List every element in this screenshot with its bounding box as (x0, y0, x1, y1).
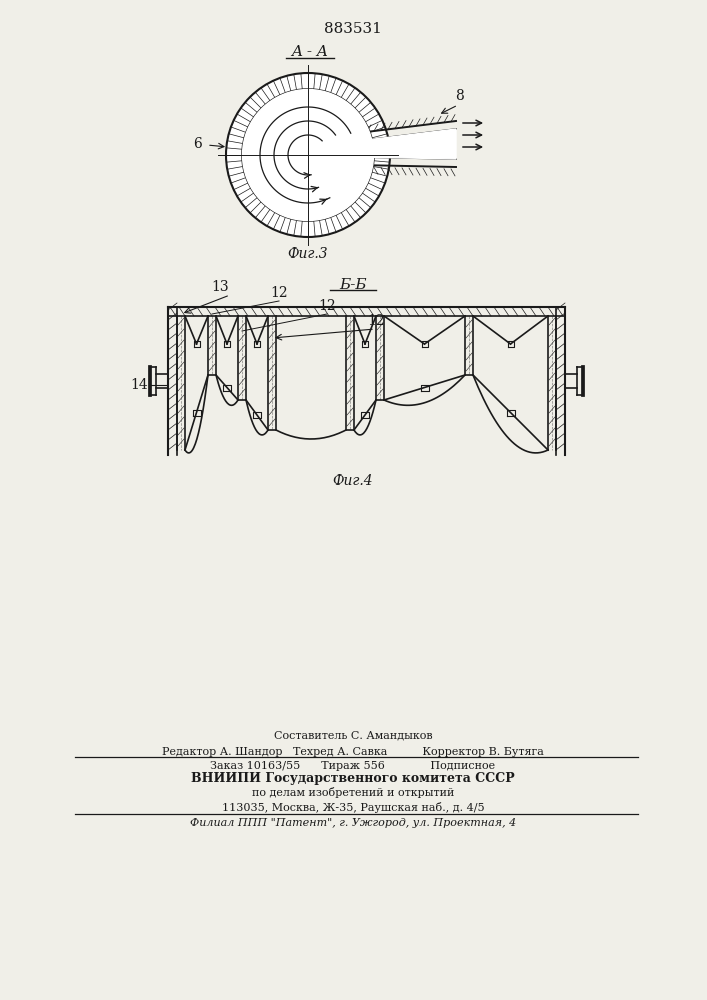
Text: Редактор А. Шандор   Техред А. Савка          Корректор В. Бутяга: Редактор А. Шандор Техред А. Савка Корре… (162, 747, 544, 757)
Polygon shape (358, 129, 456, 159)
Text: по делам изобретений и открытий: по делам изобретений и открытий (252, 787, 454, 798)
Text: 883531: 883531 (324, 22, 382, 36)
Text: Заказ 10163/55      Тираж 556             Подписное: Заказ 10163/55 Тираж 556 Подписное (211, 761, 496, 771)
Text: Фиг.4: Фиг.4 (333, 474, 373, 488)
Text: 13: 13 (211, 280, 229, 294)
Text: 8: 8 (455, 89, 464, 103)
Text: Фиг.3: Фиг.3 (288, 247, 328, 261)
Text: 12: 12 (270, 286, 288, 300)
Text: ВНИИПИ Государственного комитета СССР: ВНИИПИ Государственного комитета СССР (191, 772, 515, 785)
Text: 14: 14 (130, 378, 148, 392)
Circle shape (226, 73, 390, 237)
Circle shape (243, 90, 373, 221)
Text: 12: 12 (318, 299, 336, 313)
Text: Филиал ППП "Патент", г. Ужгород, ул. Проектная, 4: Филиал ППП "Патент", г. Ужгород, ул. Про… (190, 818, 516, 828)
Text: Составитель С. Амандыков: Составитель С. Амандыков (274, 730, 432, 740)
Text: A - A: A - A (291, 45, 329, 59)
Text: Б-Б: Б-Б (339, 278, 367, 292)
Text: 113035, Москва, Ж-35, Раушская наб., д. 4/5: 113035, Москва, Ж-35, Раушская наб., д. … (222, 802, 484, 813)
Text: 12: 12 (367, 314, 385, 328)
Text: 6: 6 (193, 137, 202, 151)
